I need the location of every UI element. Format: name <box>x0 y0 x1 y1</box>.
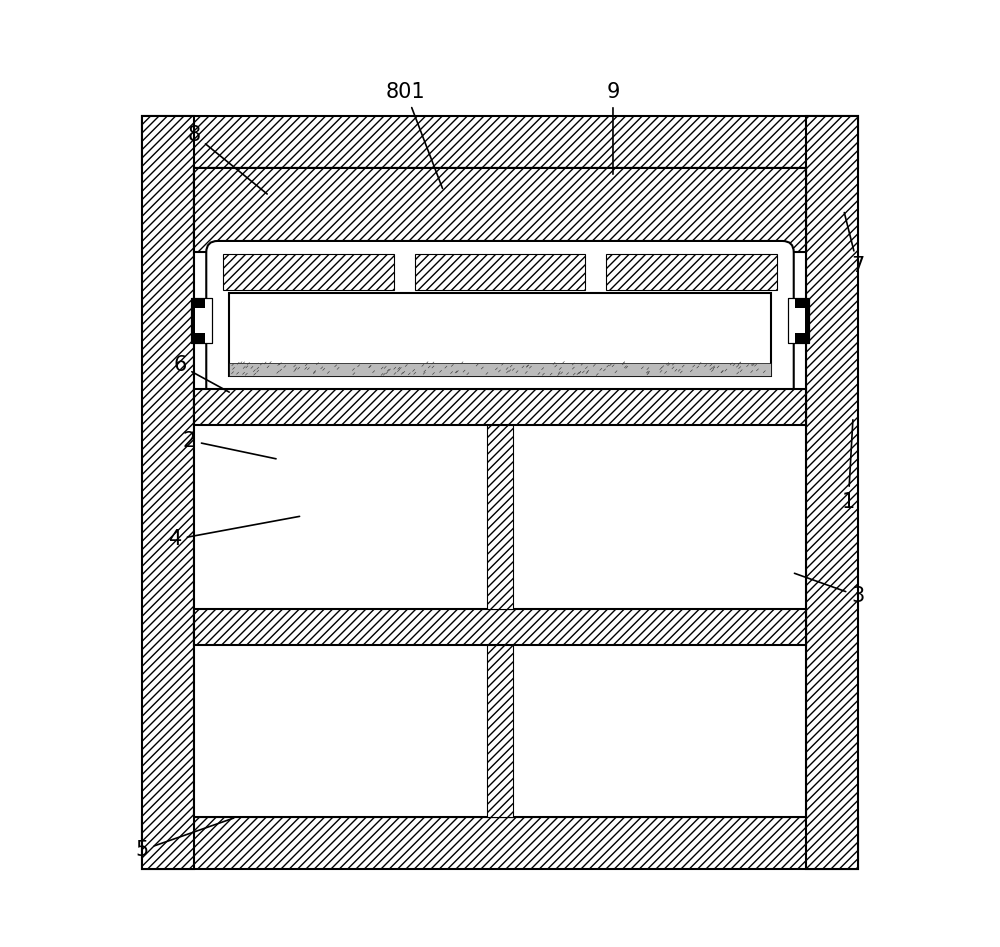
Bar <box>229 293 771 376</box>
Bar <box>806 116 858 869</box>
Bar <box>795 333 809 343</box>
Bar <box>788 298 809 343</box>
Bar <box>795 298 809 308</box>
Bar <box>229 364 771 376</box>
Bar <box>487 424 513 609</box>
Text: 4: 4 <box>169 516 300 549</box>
Bar <box>805 298 809 343</box>
Text: 3: 3 <box>794 573 864 606</box>
Bar <box>191 298 212 343</box>
Text: 8: 8 <box>187 125 267 194</box>
Bar <box>142 116 858 168</box>
Bar <box>191 298 195 343</box>
Bar <box>194 168 806 817</box>
Text: 1: 1 <box>842 420 855 511</box>
Bar <box>191 298 205 308</box>
Bar <box>142 817 858 869</box>
Bar <box>788 298 809 343</box>
Bar <box>191 298 212 343</box>
Bar <box>487 645 513 817</box>
Bar <box>194 168 806 252</box>
Text: 801: 801 <box>386 82 443 188</box>
Bar <box>606 254 777 290</box>
Text: 7: 7 <box>844 212 864 277</box>
Bar <box>142 116 194 869</box>
Bar <box>194 609 806 645</box>
Text: 5: 5 <box>136 818 234 860</box>
Bar <box>191 333 205 343</box>
Text: 6: 6 <box>173 355 229 392</box>
Bar <box>223 254 394 290</box>
Bar <box>194 389 806 424</box>
Text: 9: 9 <box>606 82 620 174</box>
Text: 2: 2 <box>183 431 276 458</box>
Bar <box>415 254 585 290</box>
FancyBboxPatch shape <box>206 241 794 400</box>
